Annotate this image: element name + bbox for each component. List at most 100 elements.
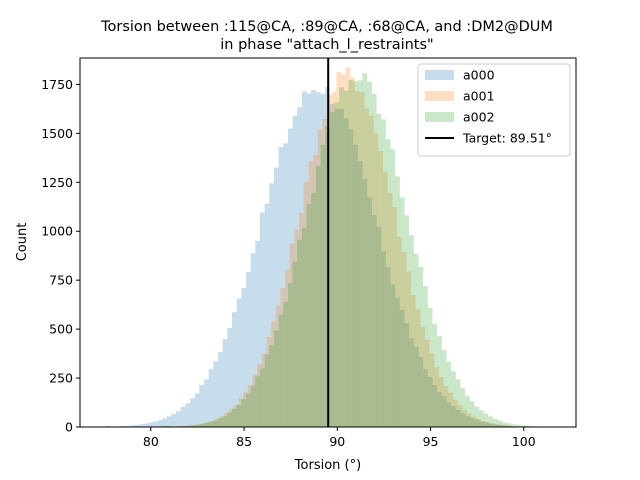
histogram-bar: [409, 235, 414, 427]
histogram-bar: [339, 87, 344, 428]
y-tick-label: 1750: [41, 77, 73, 92]
histogram-bar: [194, 393, 200, 427]
histogram-bar: [245, 393, 251, 427]
histogram-bar: [350, 77, 356, 427]
histogram-bar: [190, 398, 195, 427]
histogram-bar: [348, 79, 354, 427]
histogram-bar: [432, 324, 438, 427]
histogram-bar: [385, 139, 391, 427]
histogram-bar: [176, 411, 181, 427]
x-axis-label: Torsion (°): [294, 458, 361, 473]
legend-swatch: [425, 112, 454, 122]
histogram-bar: [233, 404, 239, 427]
histogram-bar: [204, 422, 209, 427]
histogram-bar: [359, 92, 365, 427]
histogram-bar: [329, 104, 335, 428]
y-tick-label: 750: [49, 273, 73, 288]
histogram-bar: [462, 409, 467, 427]
histogram-bar: [306, 93, 312, 427]
histogram-bar: [423, 286, 428, 427]
axes-box: [79, 57, 577, 428]
histogram-bar: [213, 361, 219, 427]
histogram-bar: [499, 425, 505, 427]
histogram-bars: [106, 67, 550, 428]
histogram-bar: [271, 321, 276, 427]
histogram-bar: [341, 73, 346, 428]
histogram-bar: [476, 418, 481, 427]
histogram-bar: [438, 376, 444, 427]
histogram-bar: [327, 95, 332, 427]
histogram-bar: [383, 171, 388, 427]
histogram-bar: [311, 192, 316, 427]
histogram-bar: [315, 92, 321, 428]
histogram-bar: [355, 91, 360, 428]
histogram-bar: [460, 388, 466, 427]
axes-frame: [79, 57, 577, 428]
histogram-bar: [222, 415, 228, 427]
histogram-bar: [424, 339, 430, 427]
histogram-bar: [390, 149, 396, 428]
histogram-bar: [283, 143, 288, 427]
histogram-bar: [494, 424, 500, 427]
histogram-bar: [261, 353, 267, 427]
histogram-bar: [390, 284, 396, 427]
histogram-bar: [404, 323, 410, 427]
histogram-bar: [224, 412, 230, 427]
histogram-bar: [171, 413, 177, 427]
histogram-bar: [241, 399, 246, 427]
histogram-bar: [434, 367, 439, 427]
histogram-bar: [423, 369, 428, 427]
histogram-bar: [334, 108, 340, 427]
histogram-bar: [418, 267, 424, 427]
histogram-bar: [376, 226, 382, 427]
histogram-bar: [208, 421, 214, 427]
histogram-bar: [385, 267, 391, 427]
histogram-bar: [443, 386, 449, 427]
histogram-bar: [247, 384, 253, 427]
series-a000: [106, 86, 512, 428]
y-tick-label: 1250: [41, 175, 73, 190]
histogram-bar: [446, 402, 452, 427]
histogram-bar: [252, 374, 258, 427]
histogram-bar: [215, 418, 220, 427]
histogram-bar: [294, 229, 300, 427]
histogram-bar: [180, 406, 186, 427]
chart-subtitle: in phase "attach_l_restraints": [220, 37, 433, 53]
histogram-bar: [196, 424, 202, 427]
histogram-bar: [217, 417, 223, 427]
y-tick-label: 0: [65, 420, 73, 435]
histogram-bar: [357, 161, 363, 427]
histogram-bar: [343, 90, 349, 427]
histogram-bar: [182, 425, 188, 427]
histogram-bar: [231, 408, 237, 427]
histogram-bar: [278, 314, 284, 427]
histogram-bar: [401, 251, 407, 427]
histogram-bar: [231, 312, 237, 427]
legend-label: a001: [463, 89, 495, 104]
histogram-bar: [457, 404, 463, 427]
histogram-bar: [185, 425, 191, 427]
x-tick-label: 90: [329, 434, 345, 449]
histogram-bar: [124, 425, 130, 427]
legend-swatch: [425, 91, 454, 101]
histogram-bar: [469, 417, 475, 427]
histogram-bar: [479, 410, 484, 427]
histogram-bar: [392, 207, 398, 427]
y-axis: 0 250 500 750 1000 1250 1500 1750: [41, 77, 80, 435]
histogram-bar: [404, 215, 410, 427]
histogram-bar: [497, 424, 503, 427]
histogram-bar: [345, 67, 351, 428]
histogram-bar: [441, 396, 447, 427]
histogram-bar: [493, 424, 498, 427]
x-tick-label: 95: [423, 434, 439, 449]
histogram-bar: [185, 403, 191, 427]
histogram-bar: [474, 406, 480, 427]
histogram-bar: [483, 413, 489, 427]
histogram-bar: [245, 271, 251, 427]
histogram-bar: [455, 410, 461, 427]
histogram-bar: [264, 203, 270, 427]
histogram-bar: [303, 181, 309, 427]
histogram-bar: [339, 108, 344, 427]
histogram-bar: [259, 212, 265, 427]
histogram-bar: [420, 327, 426, 427]
